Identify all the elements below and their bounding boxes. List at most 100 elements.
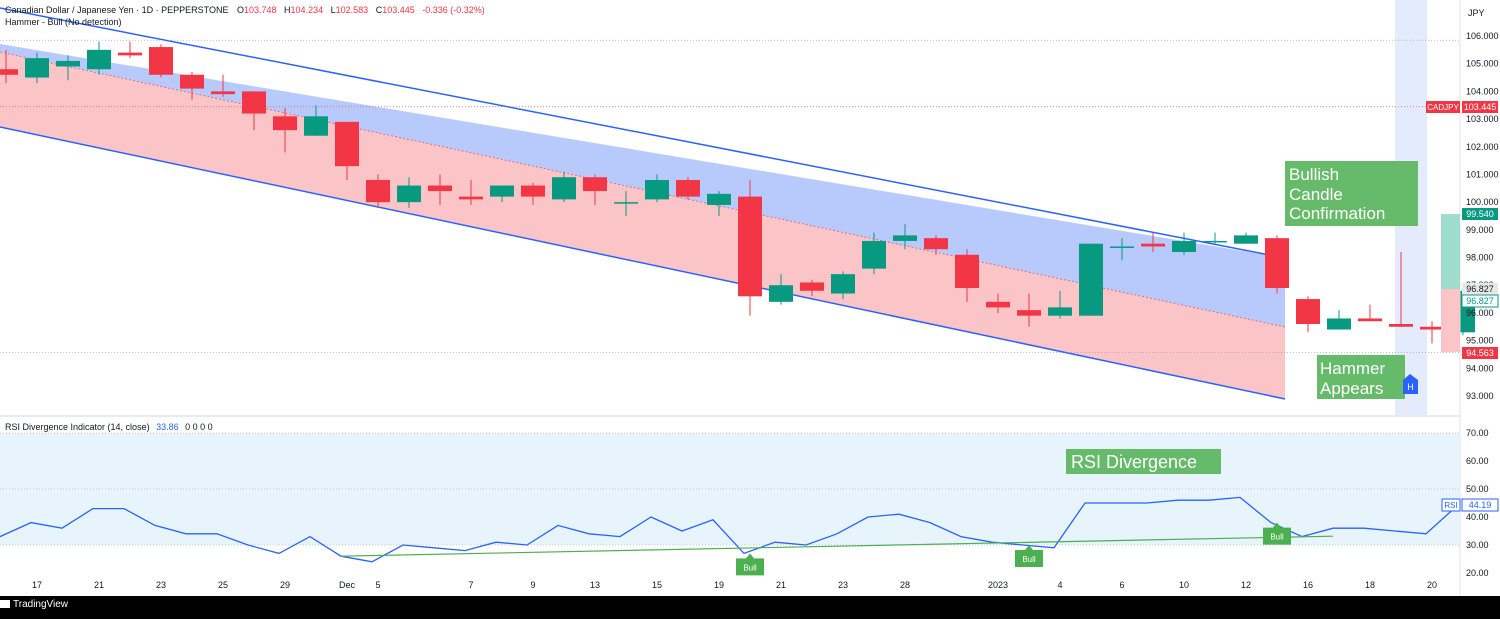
time-tick-label: 18 [1365, 580, 1375, 590]
time-tick-label: 2023 [988, 580, 1008, 590]
candle-body [1048, 307, 1072, 316]
candle-body [273, 116, 297, 131]
bullish-line-3: Confirmation [1289, 204, 1385, 223]
candle [459, 180, 483, 205]
rsi-tick-label: 40.00 [1466, 512, 1489, 522]
candle [1141, 232, 1165, 253]
rsi-axis: 20.00 30.00 40.00 50.00 60.00 70.00 [1466, 428, 1489, 578]
price-tick-label: 105.000 [1466, 59, 1499, 69]
candle [955, 249, 979, 302]
low-value: 102.583 [336, 5, 369, 15]
top-green-tag: 99.540 [1462, 208, 1498, 220]
candle-body [1172, 240, 1196, 253]
symbol-title: Canadian Dollar / Japanese Yen · 1D · PE… [5, 5, 228, 15]
price-tick-label: 94.000 [1466, 363, 1494, 373]
candle-body [1234, 235, 1258, 244]
time-tick-label: 9 [530, 580, 535, 590]
candle [1234, 232, 1258, 244]
red-price-tag: 94.563 [1462, 347, 1498, 359]
svg-text:99.540: 99.540 [1466, 209, 1494, 219]
candle-body [676, 180, 700, 197]
time-tick-label: Dec [339, 580, 356, 590]
candle-body [25, 58, 49, 78]
svg-text:96.827: 96.827 [1466, 296, 1494, 306]
time-tick-label: 4 [1057, 580, 1062, 590]
candle-body [1110, 246, 1134, 248]
candle [1389, 252, 1413, 327]
candle-body [1358, 318, 1382, 322]
price-tick-label: 98.000 [1466, 253, 1494, 263]
time-tick-label: 19 [714, 580, 724, 590]
price-tick-label: 101.000 [1466, 169, 1499, 179]
candle [831, 271, 855, 300]
candle [645, 174, 669, 203]
candle-body [986, 301, 1010, 308]
candle-body [304, 116, 328, 136]
open-label: O [237, 5, 244, 15]
rsi-series-line[interactable] [0, 496, 1458, 563]
hammer-appears-annotation: Hammer Appears [1317, 355, 1405, 399]
candle-body [397, 185, 421, 203]
bull-label[interactable]: Bull [736, 553, 764, 576]
channel-upper-line[interactable] [0, 7, 1286, 259]
change-value: -0.336 (-0.32%) [422, 5, 485, 15]
grey-price-tag: 96.827 [1462, 283, 1498, 295]
time-tick-label: 20 [1427, 580, 1437, 590]
price-tick-label: 99.000 [1466, 225, 1494, 235]
rsi-background-layer [0, 432, 1460, 546]
bullish-line-1: Bullish [1289, 165, 1339, 184]
price-tick-label: 100.000 [1466, 197, 1499, 207]
time-tick-label: 12 [1241, 580, 1251, 590]
candle [614, 191, 638, 217]
time-tick-label: 21 [94, 580, 104, 590]
divergence-line[interactable] [340, 535, 1334, 557]
candle [428, 174, 452, 205]
candle [1079, 243, 1103, 316]
bull-label-text: Bull [1270, 533, 1284, 542]
svg-text:H: H [1407, 382, 1414, 392]
candle-body [831, 274, 855, 294]
candle-body [552, 177, 576, 200]
candle [676, 177, 700, 200]
rsi-legend-label: RSI Divergence Indicator (14, close) [5, 422, 150, 432]
rsi-legend-value: 33.86 [156, 422, 179, 432]
time-tick-label: 21 [776, 580, 786, 590]
candle-body [738, 196, 762, 297]
candle-body [1265, 238, 1289, 289]
candle-body [800, 282, 824, 291]
candle [335, 121, 359, 181]
candle-layer [0, 41, 1475, 344]
indicator-legend: Hammer - Bull (No detection) [5, 17, 122, 27]
candle [521, 182, 545, 205]
candle-body [366, 180, 390, 203]
candle [149, 44, 173, 78]
time-tick-label: 7 [468, 580, 473, 590]
candle-body [211, 91, 235, 95]
candle [1172, 232, 1196, 255]
svg-text:RSI Divergence: RSI Divergence [1071, 452, 1197, 472]
candle-body [1017, 310, 1041, 316]
projection-red-bar [1441, 289, 1460, 352]
candle [552, 171, 576, 203]
channel-mid-line [0, 51, 1286, 328]
candle-body [428, 185, 452, 192]
hammer-h-marker[interactable]: H [1403, 374, 1418, 394]
time-tick-label: 10 [1179, 580, 1189, 590]
price-tick-label: 95.000 [1466, 336, 1494, 346]
close-value: 103.445 [382, 5, 415, 15]
candle-body [924, 238, 948, 250]
rsi-label-layer: Bull Bull Bull [736, 522, 1291, 576]
bull-label-shape [1263, 522, 1291, 545]
svg-text:94.563: 94.563 [1466, 348, 1494, 358]
svg-text:RSI: RSI [1444, 501, 1457, 510]
candle-body [459, 196, 483, 200]
bull-label[interactable]: Bull [1263, 522, 1291, 545]
candle-body [769, 285, 793, 302]
bull-label[interactable]: Bull [1015, 545, 1043, 567]
candle [242, 91, 266, 131]
tradingview-logo[interactable]: TradingView [0, 599, 68, 610]
candle [87, 41, 111, 75]
time-tick-label: 5 [375, 580, 380, 590]
channel-lower-line[interactable] [0, 126, 1286, 400]
